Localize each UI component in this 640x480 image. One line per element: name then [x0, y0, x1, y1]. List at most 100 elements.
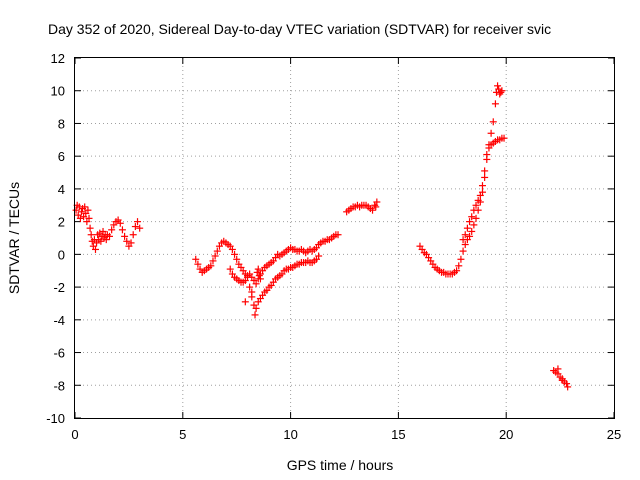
data-point-marker [118, 226, 126, 234]
data-point-marker [466, 218, 474, 226]
data-point-marker [476, 191, 484, 199]
y-axis-title: SDTVAR / TECUs [6, 182, 22, 294]
data-point-marker [116, 219, 124, 227]
y-tick-label: -10 [46, 411, 65, 426]
data-point-marker [233, 255, 241, 263]
data-point-marker [468, 227, 476, 235]
data-point-marker [315, 252, 323, 260]
data-point-marker [209, 257, 217, 265]
data-point-marker [459, 236, 467, 244]
data-point-marker [76, 214, 84, 222]
y-tick-label: 2 [58, 215, 65, 230]
x-tick-label: 10 [283, 427, 297, 442]
y-tick-label: 6 [58, 149, 65, 164]
y-tick-label: 0 [58, 247, 65, 262]
data-point-marker [77, 208, 85, 216]
data-markers [72, 82, 572, 391]
y-tick-label: -8 [53, 378, 65, 393]
data-point-marker [372, 203, 380, 211]
data-point-marker [105, 232, 113, 240]
chart-title: Day 352 of 2020, Sidereal Day-to-day VTE… [48, 21, 551, 37]
data-point-marker [256, 275, 264, 283]
data-point-marker [243, 273, 251, 281]
data-point-marker [472, 214, 480, 222]
data-point-marker [491, 100, 499, 108]
data-point-marker [455, 262, 463, 270]
data-point-marker [226, 265, 234, 273]
x-tick-label: 5 [179, 427, 186, 442]
y-tick-label: 10 [51, 84, 65, 99]
data-point-marker [207, 262, 215, 270]
data-point-marker [468, 213, 476, 221]
data-point-marker [478, 182, 486, 190]
data-point-marker [459, 247, 467, 255]
data-point-marker [563, 380, 571, 388]
data-point-marker [498, 87, 506, 95]
grid-lines [75, 58, 614, 418]
data-point-marker [334, 231, 342, 239]
data-point-marker [81, 203, 89, 211]
data-point-marker [246, 283, 254, 291]
data-point-marker [194, 260, 202, 268]
data-point-marker [558, 376, 566, 384]
plot-frame [74, 57, 615, 419]
data-point-marker [481, 173, 489, 181]
x-tick-label: 15 [391, 427, 405, 442]
data-point-marker [228, 245, 236, 253]
y-tick-labels: -10 -8 -6 -4 -2 0 2 4 6 8 10 12 [46, 51, 65, 426]
data-point-marker [211, 252, 219, 260]
data-point-marker [461, 231, 469, 239]
data-point-marker [470, 221, 478, 229]
data-point-marker [466, 232, 474, 240]
data-point-marker [252, 280, 260, 288]
data-point-marker [136, 224, 144, 232]
y-tick-label: -4 [53, 313, 65, 328]
data-point-marker [121, 232, 129, 240]
data-point-marker [453, 267, 461, 275]
data-point-marker [127, 239, 135, 247]
y-tick-label: 12 [51, 51, 65, 66]
data-point-marker [497, 88, 505, 96]
data-point-marker [251, 311, 259, 319]
data-point-marker [472, 201, 480, 209]
data-point-marker [131, 223, 139, 231]
x-tick-label: 25 [607, 427, 621, 442]
y-tick-label: 4 [58, 182, 65, 197]
data-point-marker [489, 118, 497, 126]
data-point-marker [373, 198, 381, 206]
data-point-marker [461, 241, 469, 249]
x-tick-label: 0 [71, 427, 78, 442]
data-point-marker [564, 383, 572, 391]
data-point-marker [134, 218, 142, 226]
axis-ticks [74, 57, 615, 419]
data-point-marker [369, 206, 377, 214]
data-point-marker [108, 226, 116, 234]
x-axis-title: GPS time / hours [287, 457, 394, 473]
data-point-marker [241, 298, 249, 306]
x-tick-labels: 0 5 10 15 20 25 [71, 427, 621, 442]
data-point-marker [554, 365, 562, 373]
data-point-marker [87, 231, 95, 239]
data-point-marker [457, 255, 465, 263]
data-point-marker [97, 237, 105, 245]
data-point-marker [494, 82, 502, 90]
data-point-marker [487, 129, 495, 137]
data-point-marker [248, 288, 256, 296]
data-point-marker [463, 224, 471, 232]
data-point-marker [255, 272, 263, 280]
data-point-marker [481, 167, 489, 175]
data-point-marker [470, 206, 478, 214]
data-point-marker [252, 304, 260, 312]
data-point-marker [84, 206, 92, 214]
data-point-marker [500, 134, 508, 142]
data-point-marker [254, 265, 262, 273]
data-point-marker [91, 245, 99, 253]
data-point-marker [102, 236, 110, 244]
x-tick-label: 20 [499, 427, 513, 442]
data-point-marker [231, 250, 239, 258]
data-point-marker [192, 255, 200, 263]
data-point-marker [72, 206, 80, 214]
y-tick-label: 8 [58, 116, 65, 131]
data-point-marker [86, 224, 94, 232]
